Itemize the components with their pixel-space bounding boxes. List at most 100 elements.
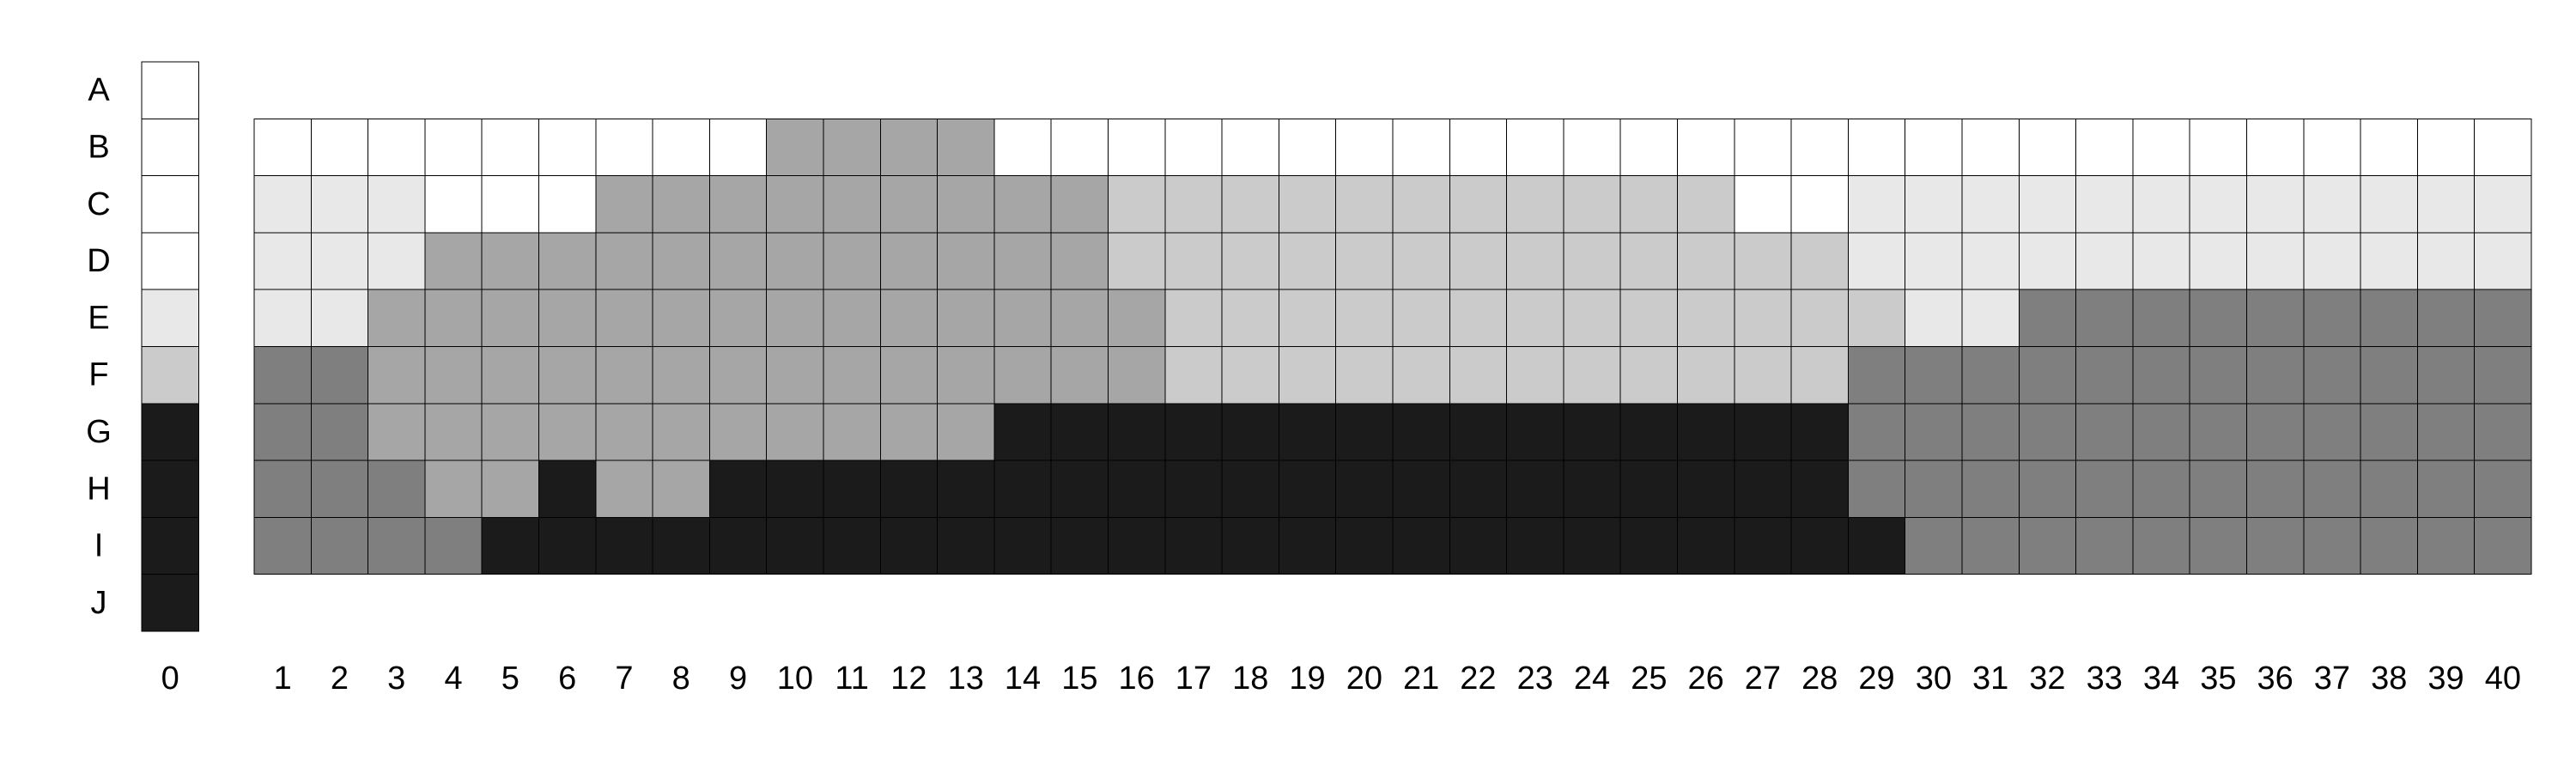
cell-b-10 <box>766 118 824 177</box>
cell-d-9 <box>708 232 768 290</box>
column-label-3: 3 <box>387 660 405 697</box>
cell-f-24 <box>1563 346 1621 405</box>
cell-e-40 <box>2474 289 2532 348</box>
cell-c-27 <box>1734 175 1792 234</box>
cell-h-30 <box>1905 460 1963 518</box>
cell-e-28 <box>1790 289 1849 348</box>
cell-d-33 <box>2075 232 2134 290</box>
cell-g-4 <box>424 403 483 461</box>
cell-c-12 <box>879 175 939 234</box>
key-cell-c <box>141 175 199 234</box>
cell-c-19 <box>1278 175 1337 234</box>
cell-d-24 <box>1563 232 1621 290</box>
column-label-36: 36 <box>2257 660 2293 697</box>
cell-b-5 <box>481 118 540 177</box>
cell-h-10 <box>766 460 824 518</box>
cell-i-28 <box>1790 516 1849 575</box>
column-label-26: 26 <box>1688 660 1724 697</box>
column-label-10: 10 <box>777 660 813 697</box>
cell-i-22 <box>1449 516 1508 575</box>
cell-g-12 <box>879 403 939 461</box>
cell-g-39 <box>2416 403 2476 461</box>
cell-d-32 <box>2018 232 2077 290</box>
cell-i-13 <box>937 516 995 575</box>
column-label-25: 25 <box>1631 660 1667 697</box>
cell-d-3 <box>368 232 426 290</box>
cell-e-29 <box>1847 289 1906 348</box>
cell-c-24 <box>1563 175 1621 234</box>
cell-i-9 <box>708 516 768 575</box>
cell-g-37 <box>2303 403 2361 461</box>
cell-b-12 <box>879 118 939 177</box>
cell-h-3 <box>368 460 426 518</box>
row-label-h: H <box>87 471 110 507</box>
column-label-13: 13 <box>948 660 984 697</box>
cell-f-21 <box>1392 346 1450 405</box>
cell-c-3 <box>368 175 426 234</box>
cell-c-17 <box>1164 175 1223 234</box>
cell-g-23 <box>1506 403 1564 461</box>
cell-d-28 <box>1790 232 1849 290</box>
column-label-37: 37 <box>2314 660 2350 697</box>
cell-h-7 <box>595 460 653 518</box>
key-cell-g <box>141 403 199 461</box>
cell-h-9 <box>708 460 768 518</box>
cell-f-32 <box>2018 346 2077 405</box>
cell-g-36 <box>2246 403 2305 461</box>
cell-f-19 <box>1278 346 1337 405</box>
cell-h-4 <box>424 460 483 518</box>
cell-f-16 <box>1108 346 1166 405</box>
cell-g-18 <box>1221 403 1279 461</box>
key-cell-e <box>141 289 199 348</box>
cell-i-4 <box>424 516 483 575</box>
cell-g-21 <box>1392 403 1450 461</box>
row-label-e: E <box>88 300 109 336</box>
cell-h-25 <box>1619 460 1678 518</box>
cell-d-30 <box>1905 232 1963 290</box>
cell-c-1 <box>253 175 312 234</box>
cell-e-2 <box>310 289 369 348</box>
cell-f-20 <box>1335 346 1394 405</box>
cell-e-1 <box>253 289 312 348</box>
cell-d-20 <box>1335 232 1394 290</box>
cell-c-37 <box>2303 175 2361 234</box>
row-label-c: C <box>87 186 110 222</box>
cell-b-40 <box>2474 118 2532 177</box>
cell-f-36 <box>2246 346 2305 405</box>
cell-h-38 <box>2360 460 2418 518</box>
cell-d-27 <box>1734 232 1792 290</box>
row-label-b: B <box>88 129 109 165</box>
cell-h-37 <box>2303 460 2361 518</box>
cell-c-10 <box>766 175 824 234</box>
cell-f-2 <box>310 346 369 405</box>
cell-c-6 <box>538 175 597 234</box>
cell-e-7 <box>595 289 653 348</box>
cell-e-19 <box>1278 289 1337 348</box>
cell-i-27 <box>1734 516 1792 575</box>
cell-c-25 <box>1619 175 1678 234</box>
cell-f-11 <box>823 346 881 405</box>
cell-h-23 <box>1506 460 1564 518</box>
cell-d-2 <box>310 232 369 290</box>
cell-g-24 <box>1563 403 1621 461</box>
cell-i-18 <box>1221 516 1279 575</box>
cell-g-16 <box>1108 403 1166 461</box>
column-label-2: 2 <box>331 660 349 697</box>
cell-d-38 <box>2360 232 2418 290</box>
cell-i-31 <box>1961 516 2020 575</box>
cell-c-2 <box>310 175 369 234</box>
cell-e-30 <box>1905 289 1963 348</box>
cell-c-7 <box>595 175 653 234</box>
cell-g-8 <box>652 403 710 461</box>
cell-h-13 <box>937 460 995 518</box>
cell-g-6 <box>538 403 597 461</box>
matrix-grid <box>253 118 2532 575</box>
cell-h-36 <box>2246 460 2305 518</box>
column-label-17: 17 <box>1176 660 1212 697</box>
cell-e-13 <box>937 289 995 348</box>
cell-f-3 <box>368 346 426 405</box>
cell-b-17 <box>1164 118 1223 177</box>
cell-e-3 <box>368 289 426 348</box>
cell-d-34 <box>2132 232 2190 290</box>
